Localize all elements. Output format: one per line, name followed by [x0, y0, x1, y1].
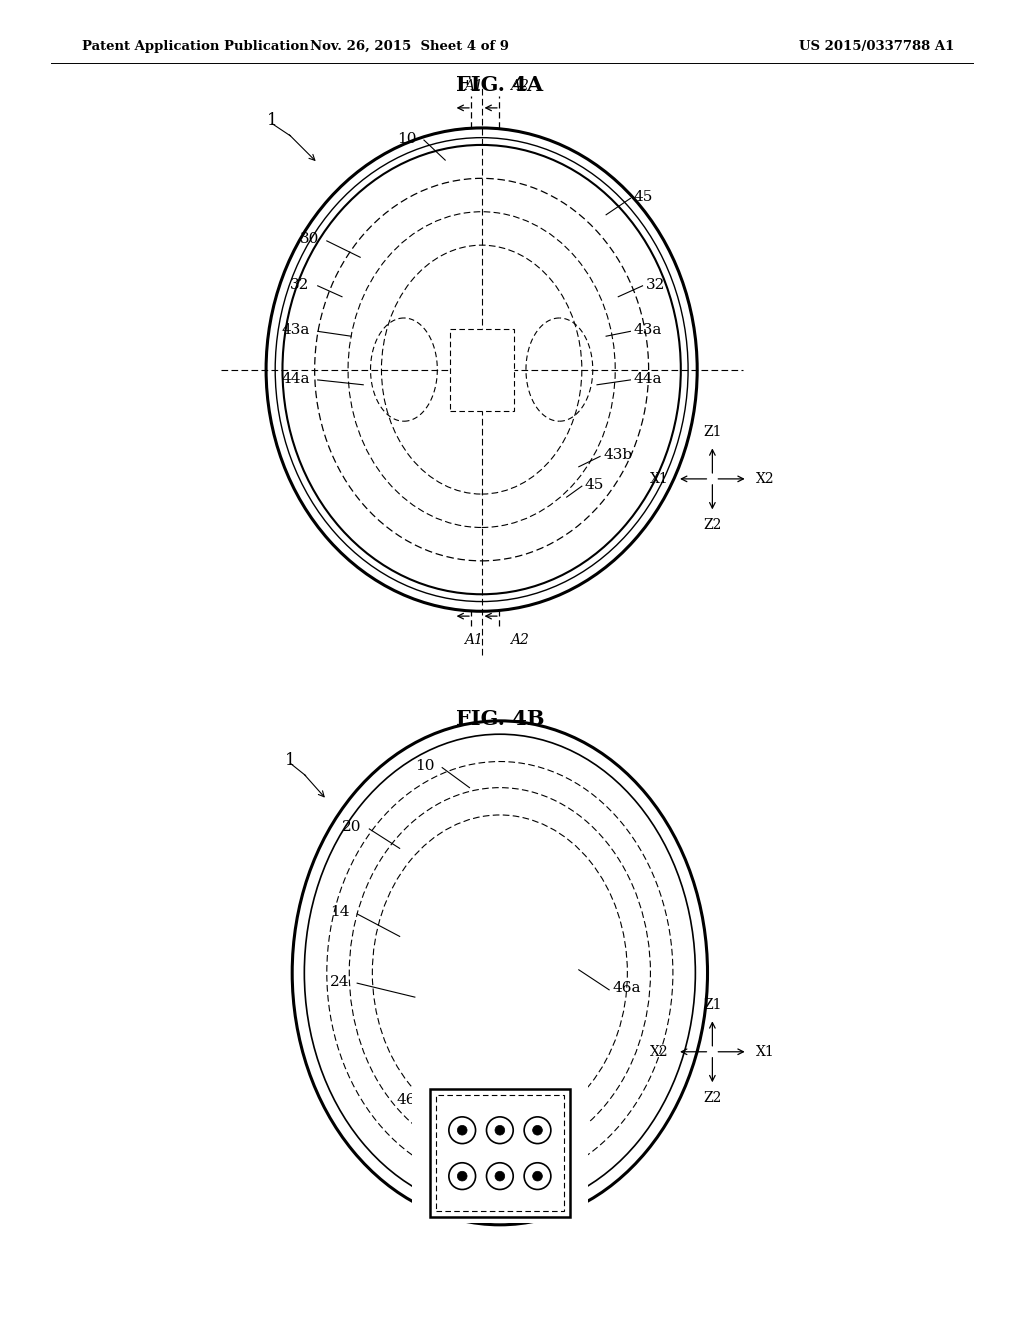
Bar	[430, 1089, 569, 1217]
Text: A1: A1	[464, 79, 482, 92]
Bar	[436, 1096, 563, 1210]
Bar	[412, 1077, 588, 1224]
Text: 20: 20	[342, 820, 361, 834]
Circle shape	[458, 1171, 467, 1181]
Text: X1: X1	[756, 1044, 775, 1059]
Text: FIG. 4A: FIG. 4A	[457, 75, 544, 95]
Text: 43b: 43b	[603, 447, 632, 462]
Text: 43a: 43a	[282, 323, 309, 337]
Text: 43a: 43a	[634, 323, 662, 337]
Text: 32: 32	[291, 277, 309, 292]
Text: X2: X2	[756, 471, 775, 486]
Circle shape	[486, 1117, 513, 1143]
Circle shape	[532, 1171, 543, 1181]
Text: 10: 10	[415, 759, 434, 774]
Text: X1: X1	[650, 471, 669, 486]
Text: 44a: 44a	[282, 372, 310, 385]
Circle shape	[495, 1171, 505, 1181]
Circle shape	[524, 1163, 551, 1189]
Text: Nov. 26, 2015  Sheet 4 of 9: Nov. 26, 2015 Sheet 4 of 9	[310, 40, 509, 53]
Circle shape	[524, 1117, 551, 1143]
Text: US 2015/0337788 A1: US 2015/0337788 A1	[799, 40, 954, 53]
Text: 24: 24	[330, 975, 349, 989]
Text: 32: 32	[645, 277, 665, 292]
Text: Patent Application Publication: Patent Application Publication	[82, 40, 308, 53]
Text: 46: 46	[396, 1093, 416, 1107]
Text: 45: 45	[634, 190, 653, 203]
Text: Z1: Z1	[703, 425, 722, 440]
Text: A2: A2	[510, 632, 529, 647]
Circle shape	[495, 1126, 505, 1135]
Text: 46a: 46a	[552, 1093, 580, 1107]
Circle shape	[458, 1126, 467, 1135]
Text: A2: A2	[510, 79, 529, 92]
Circle shape	[449, 1117, 475, 1143]
Text: 1: 1	[285, 752, 296, 768]
Text: 10: 10	[396, 132, 416, 147]
Text: Z2: Z2	[703, 519, 722, 532]
Text: 14: 14	[330, 906, 349, 919]
Text: X2: X2	[650, 1044, 669, 1059]
Circle shape	[449, 1163, 475, 1189]
Text: 30: 30	[299, 232, 318, 246]
Text: A1: A1	[464, 632, 482, 647]
Text: Z1: Z1	[703, 998, 722, 1012]
Text: Z2: Z2	[703, 1092, 722, 1105]
Text: 45: 45	[585, 478, 604, 492]
Circle shape	[486, 1163, 513, 1189]
Text: 1: 1	[267, 112, 278, 129]
Text: FIG. 4B: FIG. 4B	[456, 709, 544, 729]
Bar	[450, 329, 513, 411]
Text: 46a: 46a	[612, 981, 641, 995]
Text: 44a: 44a	[634, 372, 662, 385]
Circle shape	[532, 1126, 543, 1135]
